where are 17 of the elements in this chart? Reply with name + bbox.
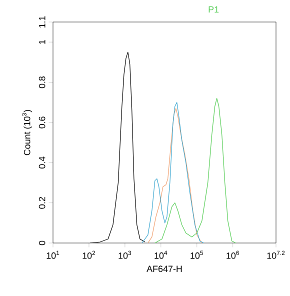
y-tick-label: 0.2 [38, 197, 46, 209]
x-tick-label: 10$^{2}$ [82, 250, 96, 259]
chart-title: P1 [208, 6, 219, 12]
y-tick-label: 0.6 [38, 116, 46, 128]
y-axis-title: Count (10$^{3}$) [22, 110, 32, 156]
y-tick-label: 0.8 [38, 76, 46, 88]
y-tick-label: 0 [38, 240, 46, 246]
x-tick-label: 10$^{5}$ [190, 250, 204, 259]
x-tick-label: 10$^{1}$ [46, 250, 60, 259]
x-tick-label: 10$^{3}$ [118, 250, 132, 259]
x-axis-title: AF647-H [146, 266, 182, 272]
y-tick-label: 1 [39, 40, 46, 44]
y-tick-label: 1.1 [39, 16, 46, 28]
x-tick-label: 10$^{4}$ [154, 250, 168, 259]
x-tick-label: 10$^{6}$ [226, 250, 239, 259]
x-tick-label: 10$^{7.2}$ [267, 250, 285, 259]
y-tick-label: 0.4 [38, 156, 46, 169]
